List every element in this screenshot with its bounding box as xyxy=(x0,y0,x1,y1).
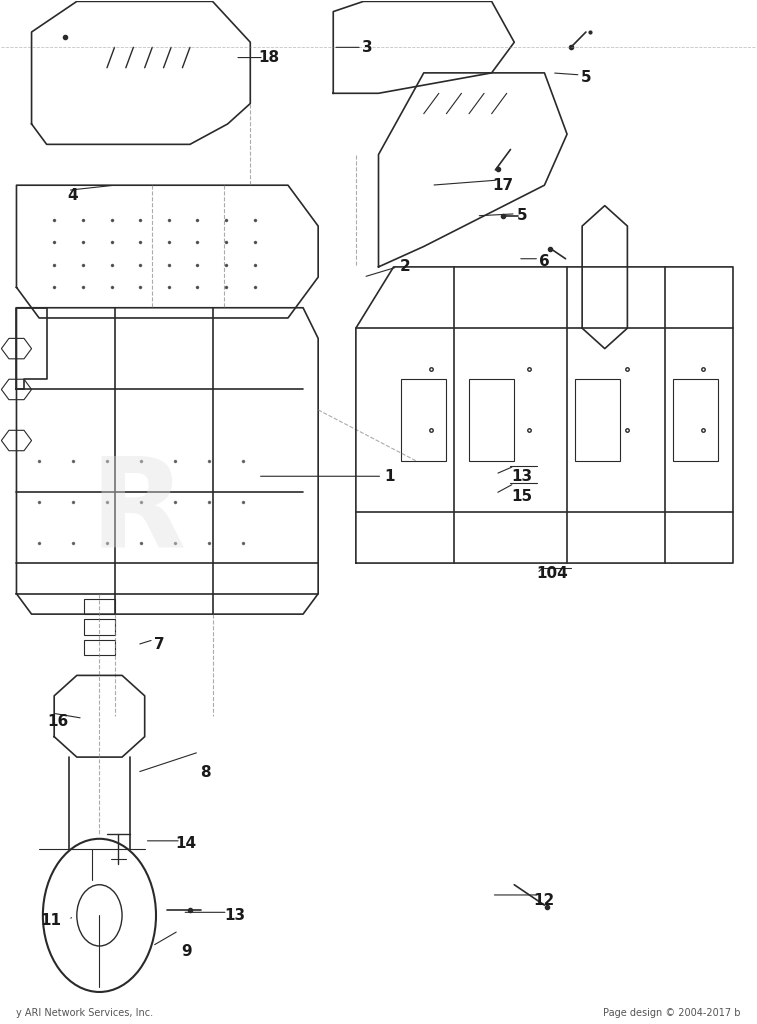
Bar xyxy=(84,599,114,614)
Text: 13: 13 xyxy=(511,469,532,483)
Text: 12: 12 xyxy=(534,893,555,907)
Text: 2: 2 xyxy=(400,259,410,274)
Text: 15: 15 xyxy=(511,489,532,504)
Text: 9: 9 xyxy=(181,944,192,958)
Text: 13: 13 xyxy=(225,908,246,923)
Text: 6: 6 xyxy=(539,254,550,269)
Text: 7: 7 xyxy=(154,637,165,652)
Text: 4: 4 xyxy=(67,188,79,203)
Text: 17: 17 xyxy=(492,178,513,193)
Text: Page design © 2004-2017 b: Page design © 2004-2017 b xyxy=(603,1008,740,1018)
Bar xyxy=(401,379,447,461)
Text: 11: 11 xyxy=(40,913,61,928)
Text: 16: 16 xyxy=(48,714,69,729)
Bar xyxy=(469,379,514,461)
Bar xyxy=(84,640,114,655)
Text: 1: 1 xyxy=(385,469,395,483)
Bar xyxy=(673,379,718,461)
Text: 5: 5 xyxy=(581,71,591,85)
Text: 3: 3 xyxy=(362,40,372,55)
Text: 8: 8 xyxy=(200,765,210,780)
Text: 14: 14 xyxy=(176,837,197,851)
Text: R: R xyxy=(89,452,185,572)
Bar xyxy=(84,620,114,635)
Bar xyxy=(575,379,620,461)
Text: y ARI Network Services, Inc.: y ARI Network Services, Inc. xyxy=(17,1008,154,1018)
Text: 5: 5 xyxy=(516,208,527,223)
Text: 104: 104 xyxy=(536,566,568,581)
Text: 18: 18 xyxy=(259,50,279,66)
